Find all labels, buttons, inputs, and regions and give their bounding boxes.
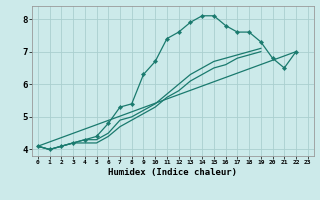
X-axis label: Humidex (Indice chaleur): Humidex (Indice chaleur) xyxy=(108,168,237,177)
